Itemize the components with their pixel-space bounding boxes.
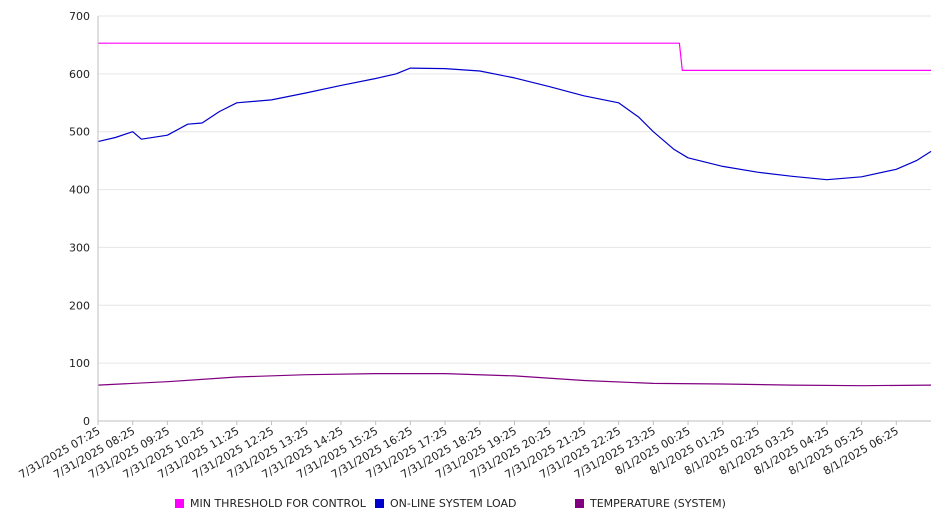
legend-label-online-system-load: ON-LINE SYSTEM LOAD xyxy=(390,497,517,510)
legend-swatch-online-system-load xyxy=(375,499,384,508)
series-lines xyxy=(97,42,932,387)
y-tick-label: 500 xyxy=(69,126,90,139)
series-line-temperature xyxy=(97,373,932,387)
gridlines xyxy=(98,15,931,364)
axes xyxy=(97,16,931,422)
y-tick-label: 100 xyxy=(69,357,90,370)
x-axis-tick-labels: 7/31/2025 07:257/31/2025 08:257/31/2025 … xyxy=(17,421,901,481)
y-tick-label: 0 xyxy=(83,415,90,428)
legend-item-min-threshold[interactable]: MIN THRESHOLD FOR CONTROL xyxy=(175,497,366,510)
legend-swatch-min-threshold xyxy=(175,499,184,508)
legend: MIN THRESHOLD FOR CONTROL ON-LINE SYSTEM… xyxy=(0,497,946,517)
legend-label-min-threshold: MIN THRESHOLD FOR CONTROL xyxy=(190,497,366,510)
y-axis-tick-labels: 0 100 200 300 400 500 600 700 xyxy=(69,10,90,428)
y-tick-label: 600 xyxy=(69,68,90,81)
legend-swatch-temperature xyxy=(575,499,584,508)
y-tick-label: 200 xyxy=(69,299,90,312)
legend-item-online-system-load[interactable]: ON-LINE SYSTEM LOAD xyxy=(375,497,516,510)
y-tick-label: 400 xyxy=(69,184,90,197)
y-tick-label: 300 xyxy=(69,241,90,254)
series-line-min-threshold xyxy=(98,42,931,72)
series-line-online-system-load xyxy=(97,67,932,181)
y-tick-label: 700 xyxy=(69,10,90,23)
legend-label-temperature: TEMPERATURE (SYSTEM) xyxy=(590,497,726,510)
legend-item-temperature[interactable]: TEMPERATURE (SYSTEM) xyxy=(575,497,726,510)
